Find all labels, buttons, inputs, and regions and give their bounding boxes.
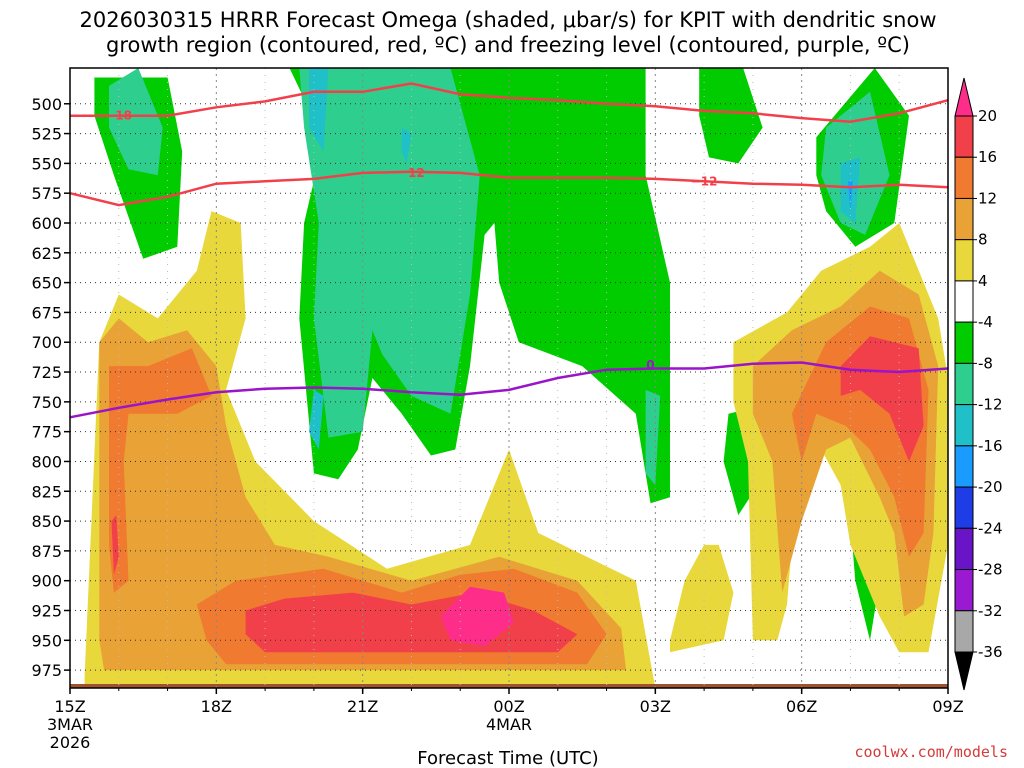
- colorbar-label-12: 12: [978, 189, 997, 207]
- colorbar-swatch-12: [954, 569, 974, 612]
- colorbar-swatch-2: [954, 156, 974, 199]
- x-tick-label-00Z: 00Z: [493, 697, 524, 716]
- y-tick-label-525: 525: [31, 125, 62, 144]
- y-tick-label-775: 775: [31, 423, 62, 442]
- x-tick-label-15Z: 15Z: [54, 697, 85, 716]
- colorbar-label--4: -4: [978, 313, 993, 331]
- y-tick-label-850: 850: [31, 512, 62, 531]
- omega-region-p4-1: [670, 544, 734, 653]
- colorbar-legend: 20 16 12 8 4 -4 -8 -12 -16 -20 -24 -28 -32 -36: [954, 77, 1003, 691]
- colorbar-swatch-8: [954, 404, 974, 447]
- y-tick-label-750: 750: [31, 393, 62, 412]
- colorbar-top-arrow: [954, 77, 974, 117]
- x-tick-date-3MAR: 3MAR: [47, 715, 93, 734]
- y-tick-label-700: 700: [31, 333, 62, 352]
- contour-line--12: [69, 170, 949, 207]
- credit-text: coolwx.com/models: [854, 743, 1008, 761]
- y-tick-label-550: 550: [31, 154, 62, 173]
- contour-label--12b: −12: [691, 174, 718, 188]
- y-tick-label-500: 500: [31, 95, 62, 114]
- omega-region-p16-2: [840, 336, 924, 462]
- omega-region-p16-0: [111, 515, 119, 575]
- y-tick-label-800: 800: [31, 452, 62, 471]
- omega-region-m20-0: [848, 181, 853, 212]
- colorbar-label--24: -24: [978, 519, 1003, 537]
- contour-label--12: 12: [408, 166, 425, 180]
- omega-region-m16-0: [309, 68, 329, 152]
- omega-region-m12-2: [645, 389, 661, 486]
- omega-region-m16-2: [309, 389, 324, 450]
- colorbar-label--20: -20: [978, 478, 1003, 496]
- colorbar-label-20: 20: [978, 107, 997, 125]
- colorbar-bottom-arrow: [954, 651, 974, 691]
- omega-region-p20-0: [440, 586, 514, 647]
- colorbar-label--16: -16: [978, 437, 1003, 455]
- y-tick-label-725: 725: [31, 363, 62, 382]
- chart-title-line1: 2026030315 HRRR Forecast Omega (shaded, …: [80, 8, 937, 32]
- omega-region-m8-2: [699, 68, 763, 164]
- y-tick-label-575: 575: [31, 184, 62, 203]
- colorbar-swatch-11: [954, 527, 974, 571]
- x-tick-label-03Z: 03Z: [640, 697, 671, 716]
- x-tick-label-21Z: 21Z: [347, 697, 378, 716]
- y-tick-label-600: 600: [31, 214, 62, 233]
- omega-region-p12-0: [109, 348, 212, 593]
- y-tick-label-825: 825: [31, 482, 62, 501]
- contour-label--18: 18: [115, 109, 132, 123]
- y-tick-label-675: 675: [31, 303, 62, 322]
- colorbar-label-16: 16: [978, 148, 997, 166]
- contour-label-0: 0: [646, 358, 654, 372]
- omega-region-m12-0: [109, 68, 163, 176]
- x-tick-year-2026: 2026: [50, 733, 91, 752]
- x-tick-date-4MAR: 4MAR: [486, 715, 532, 734]
- y-tick-label-875: 875: [31, 542, 62, 561]
- contour-layer: 18 12 −12 0: [69, 82, 949, 419]
- colorbar-swatch-5: [954, 280, 974, 323]
- x-axis-label: Forecast Time (UTC): [417, 748, 598, 768]
- colorbar-label--32: -32: [978, 602, 1003, 620]
- colorbar-label--28: -28: [978, 561, 1003, 579]
- chart-title-line2: growth region (contoured, red, ºC) and f…: [106, 33, 910, 57]
- colorbar-label--12: -12: [978, 396, 1003, 414]
- colorbar-label--8: -8: [978, 354, 993, 372]
- contour-line--18: [70, 82, 949, 123]
- colorbar-label--36: -36: [978, 643, 1003, 661]
- axis-layer: 500 525 550 575 600 625 650 675 700 725 750 775 800 8…: [31, 67, 964, 752]
- colorbar-swatch-1: [954, 115, 974, 158]
- x-tick-label-06Z: 06Z: [786, 697, 817, 716]
- y-tick-label-925: 925: [31, 602, 62, 621]
- colorbar-swatch-7: [954, 362, 974, 406]
- y-tick-label-975: 975: [31, 661, 62, 680]
- x-tick-label-18Z: 18Z: [201, 697, 232, 716]
- x-tick-label-09Z: 09Z: [932, 697, 963, 716]
- colorbar-swatch-3: [954, 197, 974, 241]
- colorbar-swatch-6: [954, 321, 974, 364]
- y-tick-label-625: 625: [31, 244, 62, 263]
- y-tick-label-900: 900: [31, 572, 62, 591]
- omega-region-m12-1: [299, 68, 480, 438]
- plot-area: [70, 68, 948, 688]
- colorbar-label-8: 8: [978, 231, 988, 249]
- y-tick-label-650: 650: [31, 274, 62, 293]
- colorbar-swatch-10: [954, 486, 974, 529]
- colorbar-swatch-13: [954, 610, 974, 653]
- contour-line-0: [69, 361, 949, 419]
- colorbar-label-4: 4: [978, 272, 988, 290]
- omega-region-m16-1: [401, 127, 412, 164]
- colorbar-swatch-9: [954, 445, 974, 488]
- colorbar-swatch-4: [954, 239, 974, 282]
- y-tick-label-950: 950: [31, 631, 62, 650]
